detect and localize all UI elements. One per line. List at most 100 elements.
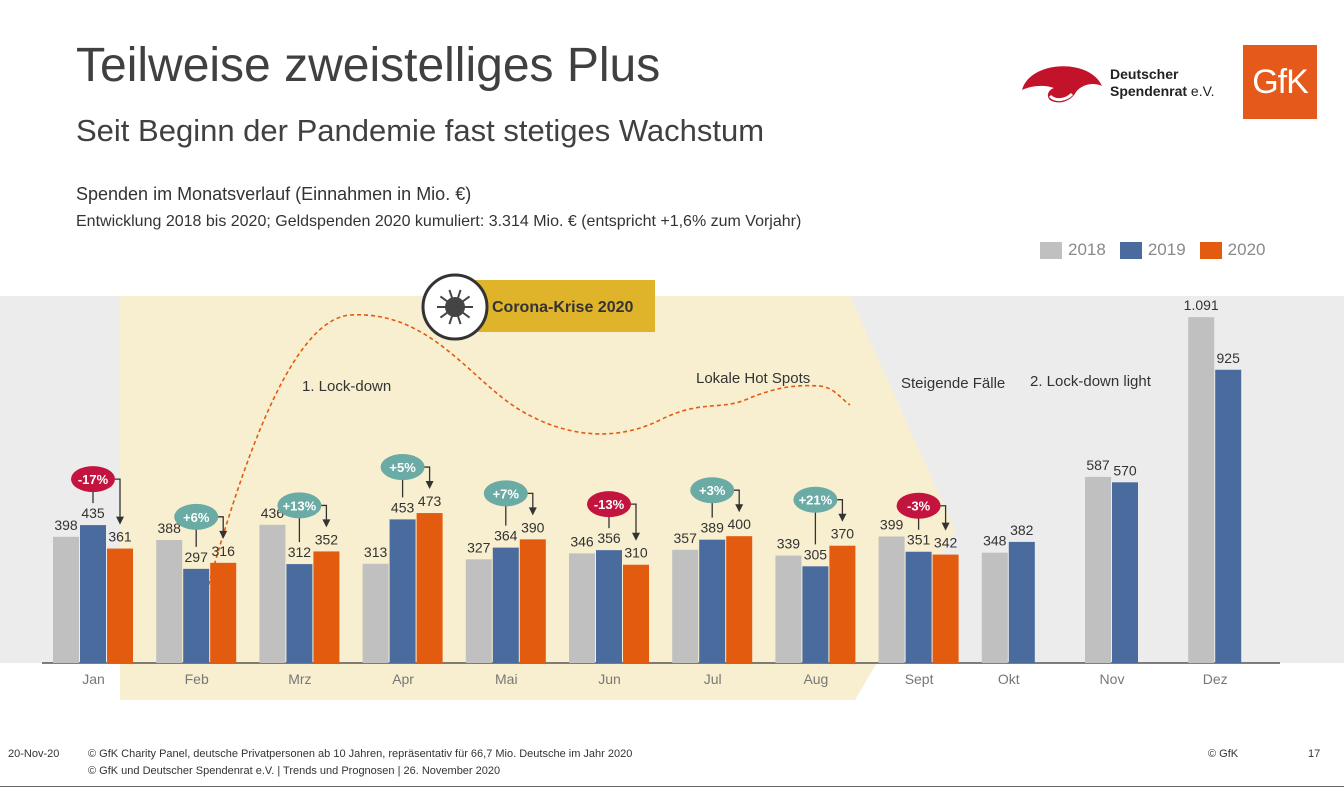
change-bubble-Feb — [174, 503, 219, 530]
bar-2020-Sept — [932, 554, 959, 663]
data-label-2020-Aug: 370 — [831, 526, 855, 542]
x-tick-Jun: Jun — [598, 671, 621, 687]
bar-2019-Jun — [596, 550, 622, 663]
footer-source-2: © GfK und Deutscher Spendenrat e.V. | Tr… — [88, 765, 501, 777]
x-tick-Nov: Nov — [1100, 671, 1125, 687]
bar-2019-Okt — [1008, 541, 1035, 663]
data-label-2019-Aug: 305 — [804, 546, 828, 562]
x-tick-Apr: Apr — [392, 671, 414, 687]
x-tick-Mrz: Mrz — [288, 671, 311, 687]
bar-2018-Dez — [1188, 317, 1215, 663]
change-arrow-Aug — [838, 513, 847, 522]
bar-2019-Aug — [802, 566, 829, 663]
bar-2018-Feb — [156, 540, 183, 663]
x-tick-Mai: Mai — [495, 671, 518, 687]
x-tick-Sept: Sept — [905, 671, 934, 687]
bar-2019-Feb — [183, 568, 210, 663]
data-label-2018-Jun: 346 — [570, 533, 594, 549]
bar-2020-Jul — [726, 536, 753, 663]
footer-copyright: © GfK — [1208, 748, 1239, 760]
data-label-2020-Jan: 361 — [108, 529, 132, 545]
change-label-Mrz: +13% — [283, 498, 317, 513]
change-bubble-Jun — [587, 491, 631, 518]
footer-source-1: © GfK Charity Panel, deutsche Privatpers… — [88, 748, 633, 760]
x-tick-Aug: Aug — [803, 671, 828, 687]
legend-item-2020: 2020 — [1199, 240, 1266, 260]
page-subtitle: Seit Beginn der Pandemie fast stetiges W… — [76, 113, 765, 148]
spendenrat-logo-text: Deutscher Spendenrat e.V. — [1110, 66, 1215, 100]
legend-item-2018: 2018 — [1040, 240, 1106, 260]
change-arrow-Apr — [425, 481, 434, 490]
change-label-Feb: +6% — [183, 510, 210, 525]
annotation-lockdown-1: 1. Lock-down — [302, 378, 391, 395]
change-bubble-Jan — [71, 466, 115, 493]
gfk-logo: GfK — [1243, 45, 1317, 119]
change-arrow-Mrz — [322, 519, 331, 528]
bar-2019-Sept — [905, 551, 932, 663]
footer-page-number: 17 — [1308, 748, 1321, 760]
data-label-2020-Jul: 400 — [728, 516, 752, 532]
bar-2019-Mrz — [286, 564, 313, 663]
bar-2019-Dez — [1215, 369, 1242, 663]
change-bubble-Jul — [690, 477, 735, 504]
legend-label-2019: 2019 — [1147, 240, 1186, 259]
bar-2018-Jul — [672, 549, 699, 663]
data-label-2019-Feb: 297 — [185, 549, 209, 565]
data-label-2018-Aug: 339 — [777, 536, 801, 552]
spendenrat-line2: Spendenrat — [1110, 83, 1188, 99]
bar-2018-Apr — [362, 563, 389, 663]
data-label-2018-Jul: 357 — [674, 530, 698, 546]
data-label-2019-Nov: 570 — [1113, 462, 1137, 478]
data-label-2019-Sept: 351 — [907, 532, 931, 548]
bar-2019-Mai — [492, 547, 519, 663]
legend-item-2019: 2019 — [1119, 240, 1186, 260]
data-label-2020-Apr: 473 — [418, 493, 442, 509]
data-label-2019-Dez: 925 — [1217, 350, 1241, 366]
bar-2019-Jan — [80, 525, 106, 663]
legend-label-2018: 2018 — [1068, 240, 1106, 259]
page-title: Teilweise zweistelliges Plus — [76, 39, 661, 92]
x-tick-Okt: Okt — [998, 671, 1020, 687]
data-label-2018-Apr: 313 — [364, 544, 388, 560]
data-label-2018-Okt: 348 — [983, 533, 1007, 549]
data-label-2019-Mai: 364 — [494, 528, 518, 544]
bar-2018-Mrz — [259, 524, 286, 663]
x-tick-Jan: Jan — [82, 671, 105, 687]
change-bubble-Mai — [483, 480, 528, 507]
data-label-2018-Sept: 399 — [880, 517, 904, 533]
data-label-2018-Feb: 388 — [158, 520, 182, 536]
legend-swatch-2018 — [1040, 241, 1062, 259]
spendenrat-logo-icon — [1022, 66, 1102, 103]
bar-2018-Sept — [878, 536, 905, 663]
bar-2018-Mai — [465, 559, 492, 663]
bar-2018-Nov — [1085, 476, 1111, 663]
data-label-2020-Mrz: 352 — [315, 531, 339, 547]
footer-date: 20-Nov-20 — [8, 748, 60, 760]
bar-2019-Nov — [1112, 482, 1138, 663]
change-label-Jun: -13% — [594, 497, 625, 512]
lockdown-curve — [202, 314, 851, 606]
change-arrow-Mai — [528, 507, 537, 516]
annotation-hotspots: Lokale Hot Spots — [696, 370, 810, 387]
bar-2020-Jun — [623, 564, 649, 663]
virus-icon-core — [445, 297, 465, 317]
data-label-2020-Feb: 316 — [212, 543, 236, 559]
data-label-2018-Nov: 587 — [1086, 457, 1110, 473]
bar-2020-Mai — [519, 539, 546, 663]
data-label-2019-Jan: 435 — [81, 505, 105, 521]
legend-label-2020: 2020 — [1227, 240, 1266, 259]
spendenrat-line1: Deutscher — [1110, 66, 1179, 82]
bar-2018-Jan — [53, 536, 79, 663]
bar-2020-Aug — [829, 545, 856, 663]
x-tick-Jul: Jul — [704, 671, 722, 687]
change-bubble-Sept — [896, 492, 941, 519]
annotation-lockdown-2: 2. Lock-down light — [1030, 373, 1152, 390]
data-label-2019-Mrz: 312 — [288, 544, 312, 560]
annotation-steigende: Steigende Fälle — [901, 375, 1005, 392]
change-bubble-Apr — [380, 454, 425, 481]
footer-divider — [0, 786, 1344, 787]
crisis-label: Corona-Krise 2020 — [492, 299, 633, 316]
chart-subtitle: Entwicklung 2018 bis 2020; Geldspenden 2… — [76, 213, 802, 230]
bar-2020-Jan — [107, 548, 133, 663]
